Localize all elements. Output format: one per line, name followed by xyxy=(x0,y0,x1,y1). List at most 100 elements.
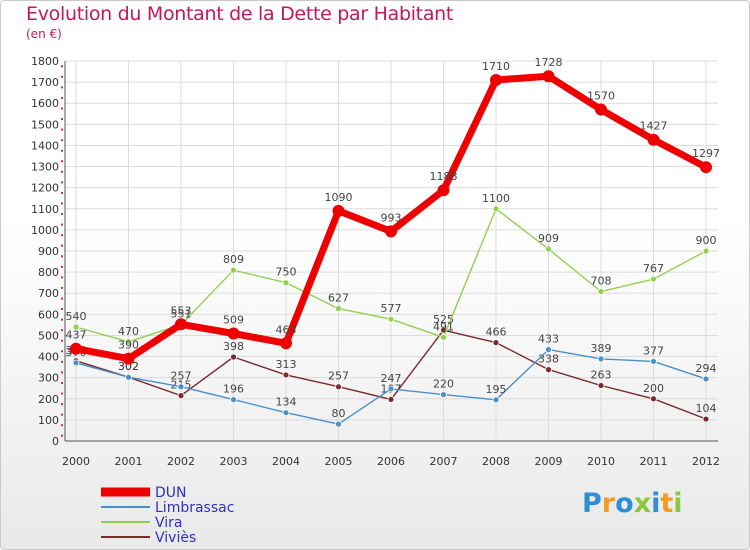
y-minor-tick xyxy=(61,160,63,163)
y-minor-tick xyxy=(61,118,63,121)
y-tick-label: 800 xyxy=(38,266,59,279)
data-label-DUN: 463 xyxy=(276,323,297,336)
data-point-Viviès xyxy=(650,395,657,403)
y-minor-tick xyxy=(61,339,63,342)
y-minor-tick xyxy=(61,139,63,142)
data-point-Viviès xyxy=(177,392,185,400)
y-minor-tick xyxy=(61,96,63,99)
data-point-Limbrassac xyxy=(177,383,185,391)
y-tick-label: 500 xyxy=(38,329,59,342)
y-minor-tick xyxy=(61,424,63,427)
data-label-Vira: 470 xyxy=(118,325,139,338)
legend-label-Viviès: Viviès xyxy=(155,530,196,546)
y-minor-tick xyxy=(61,350,63,353)
legend-label-Limbrassac: Limbrassac xyxy=(155,500,234,516)
y-minor-tick xyxy=(61,86,63,89)
data-point-Limbrassac xyxy=(72,359,80,367)
data-point-Viviès xyxy=(492,339,500,347)
data-label-DUN: 390 xyxy=(118,339,139,352)
y-minor-tick xyxy=(61,149,63,152)
y-minor-tick xyxy=(61,434,63,437)
data-label-Limbrassac: 294 xyxy=(696,362,717,375)
data-label-Limbrassac: 377 xyxy=(643,344,664,357)
data-label-Viviès: 200 xyxy=(643,382,664,395)
data-label-DUN: 1297 xyxy=(692,147,720,160)
x-tick-label: 2000 xyxy=(62,455,90,468)
y-tick-label: 700 xyxy=(38,287,59,300)
y-minor-tick xyxy=(61,255,63,258)
y-minor-tick xyxy=(61,181,63,184)
x-tick-label: 2002 xyxy=(167,455,195,468)
data-point-Vira xyxy=(282,279,290,287)
x-tick-label: 2009 xyxy=(535,455,563,468)
data-label-DUN: 1710 xyxy=(482,60,510,73)
chart-unit-label: (en €) xyxy=(26,27,62,41)
y-tick-label: 1300 xyxy=(31,161,59,174)
data-point-Vira xyxy=(597,288,605,295)
data-point-DUN xyxy=(280,337,292,350)
data-label-Limbrassac: 195 xyxy=(486,383,507,396)
data-point-DUN xyxy=(437,184,450,197)
y-tick-label: 1500 xyxy=(31,118,59,131)
data-label-Limbrassac: 433 xyxy=(538,333,559,346)
y-minor-tick xyxy=(61,286,63,289)
data-label-Vira: 577 xyxy=(381,302,402,315)
data-point-Vira xyxy=(702,247,710,255)
data-point-DUN xyxy=(542,70,555,83)
data-point-DUN xyxy=(385,225,397,238)
data-point-Limbrassac xyxy=(545,346,552,353)
data-point-DUN xyxy=(647,133,660,146)
data-point-Limbrassac xyxy=(650,358,657,365)
y-minor-tick xyxy=(61,403,63,406)
data-label-Vira: 540 xyxy=(66,310,87,323)
data-point-Viviès xyxy=(702,415,710,423)
data-point-Vira xyxy=(492,205,500,213)
data-label-DUN: 1090 xyxy=(325,191,353,204)
y-tick-label: 1800 xyxy=(31,55,59,68)
data-label-DUN: 1427 xyxy=(640,120,668,133)
y-minor-tick xyxy=(61,329,63,332)
data-label-Limbrassac: 389 xyxy=(591,342,612,355)
data-label-DUN: 1728 xyxy=(535,56,563,69)
data-point-DUN xyxy=(490,74,502,86)
data-label-Vira: 708 xyxy=(591,275,612,288)
x-tick-label: 2011 xyxy=(640,455,668,468)
y-minor-tick xyxy=(61,202,63,205)
data-point-Limbrassac xyxy=(125,373,132,381)
data-label-Viviès: 398 xyxy=(223,340,244,353)
data-point-Vira xyxy=(335,305,342,313)
data-point-Viviès xyxy=(335,383,342,391)
proxiti-logo: Proxiti xyxy=(582,488,683,519)
y-minor-tick xyxy=(61,318,63,321)
data-point-Viviès xyxy=(282,371,290,379)
data-label-Vira: 627 xyxy=(328,292,349,305)
data-point-Vira xyxy=(230,266,237,274)
data-label-DUN: 1570 xyxy=(587,90,615,103)
y-minor-tick xyxy=(61,234,63,237)
y-minor-tick xyxy=(61,392,63,395)
y-tick-label: 100 xyxy=(38,414,59,427)
data-label-Vira: 1100 xyxy=(482,192,510,205)
y-tick-label: 1100 xyxy=(31,203,59,216)
y-tick-label: 1000 xyxy=(31,224,59,237)
data-label-Limbrassac: 196 xyxy=(223,383,244,396)
data-label-Limbrassac: 80 xyxy=(332,407,346,420)
data-point-Vira xyxy=(125,338,132,346)
y-minor-tick xyxy=(61,413,63,416)
x-tick-label: 2003 xyxy=(220,455,248,468)
data-label-DUN: 553 xyxy=(171,304,192,317)
data-point-DUN xyxy=(700,161,712,174)
data-label-Vira: 750 xyxy=(276,266,297,279)
data-label-Limbrassac: 134 xyxy=(276,396,297,409)
data-point-Vira xyxy=(650,275,657,283)
data-label-Vira: 900 xyxy=(696,234,717,247)
data-point-Limbrassac xyxy=(230,396,237,404)
y-minor-tick xyxy=(61,65,63,68)
data-label-Limbrassac: 247 xyxy=(381,372,402,385)
data-point-DUN xyxy=(175,318,187,331)
y-tick-label: 1200 xyxy=(31,182,59,195)
data-point-Vira xyxy=(545,245,552,253)
data-label-DUN: 437 xyxy=(66,329,87,342)
